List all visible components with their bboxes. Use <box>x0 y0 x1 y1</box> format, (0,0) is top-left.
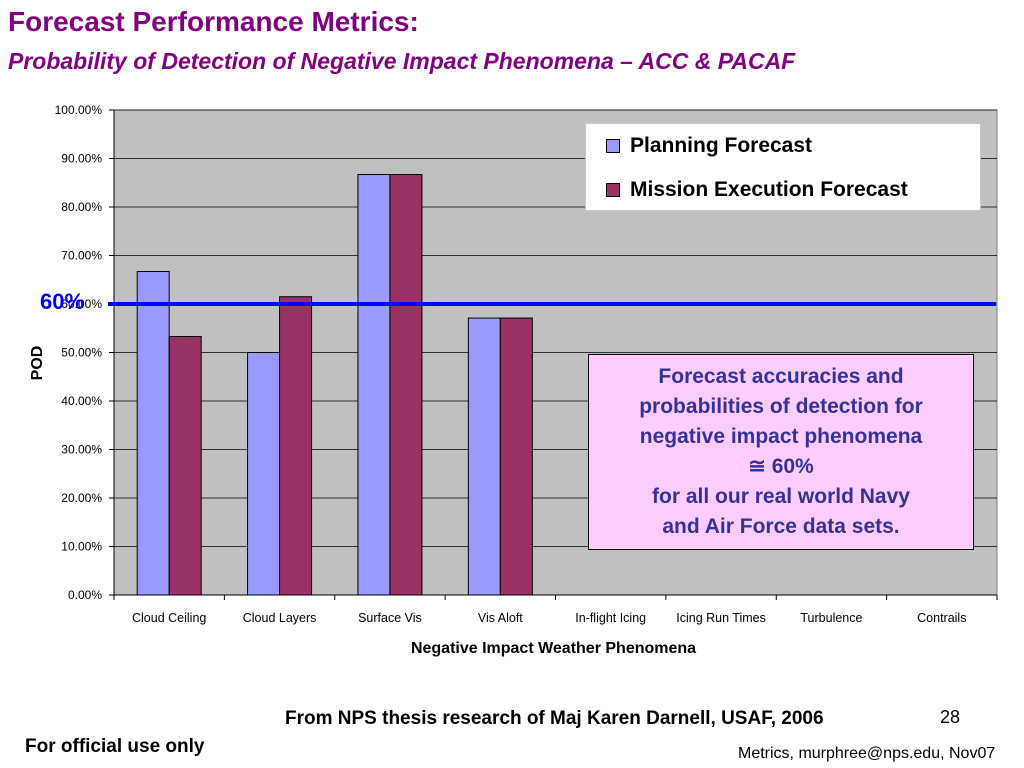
bar-planning <box>357 174 391 596</box>
y-tick-label: 40.00% <box>61 394 102 408</box>
x-tick-label: Surface Vis <box>358 611 422 625</box>
x-tick-label: Cloud Layers <box>243 611 317 625</box>
legend-label-planning: Planning Forecast <box>630 134 813 157</box>
callout-line: ≅ 60% <box>748 455 814 478</box>
callout-line: Forecast accuracies and <box>658 365 904 388</box>
bar-mission <box>279 296 313 596</box>
callout-line: negative impact phenomena <box>639 425 923 448</box>
source-citation: From NPS thesis research of Maj Karen Da… <box>285 708 824 729</box>
y-axis-title: POD <box>29 346 46 381</box>
bar-mission <box>168 335 202 596</box>
footer-contact: Metrics, murphree@nps.edu, Nov07 <box>738 745 996 762</box>
y-tick-label: 30.00% <box>61 443 102 457</box>
y-tick-label: 80.00% <box>61 200 102 214</box>
y-tick-label: 70.00% <box>61 249 102 263</box>
chart-legend: Planning Forecast Mission Execution Fore… <box>585 123 981 211</box>
page-number: 28 <box>940 707 961 727</box>
y-tick-label: 20.00% <box>61 491 102 505</box>
x-tick-label: Turbulence <box>800 611 862 625</box>
y-tick-label: 0.00% <box>68 588 102 602</box>
disclaimer: For official use only <box>25 736 205 757</box>
x-axis-title: Negative Impact Weather Phenomena <box>411 640 696 657</box>
callout-line: for all our real world Navy <box>652 485 910 508</box>
x-tick-label: In-flight Icing <box>575 611 646 625</box>
reference-line-label: 60% <box>40 289 85 314</box>
bar-planning <box>247 352 281 596</box>
bar-mission <box>389 174 423 596</box>
x-tick-label: Icing Run Times <box>676 611 766 625</box>
y-tick-label: 90.00% <box>61 152 102 166</box>
x-tick-label: Vis Aloft <box>478 611 523 625</box>
bar-planning <box>136 271 170 596</box>
slide-title: Forecast Performance Metrics: <box>8 6 419 37</box>
y-tick-label: 10.00% <box>61 540 102 554</box>
bar-mission <box>499 317 533 596</box>
legend-swatch-planning <box>606 139 620 153</box>
legend-label-mission: Mission Execution Forecast <box>630 178 908 201</box>
x-tick-label: Contrails <box>917 611 966 625</box>
y-tick-label: 100.00% <box>55 103 103 117</box>
callout-line: probabilities of detection for <box>639 395 923 418</box>
legend-swatch-mission <box>606 183 620 197</box>
bar-planning <box>467 317 501 596</box>
slide-subtitle: Probability of Detection of Negative Imp… <box>8 48 796 74</box>
x-tick-label: Cloud Ceiling <box>132 611 206 625</box>
callout-line: and Air Force data sets. <box>662 515 900 538</box>
callout-box: Forecast accuracies and probabilities of… <box>588 354 974 550</box>
legend-item-planning: Planning Forecast <box>606 134 812 158</box>
y-tick-label: 50.00% <box>61 346 102 360</box>
y-tick-label: 60.00% <box>61 297 102 311</box>
legend-item-mission: Mission Execution Forecast <box>606 178 908 202</box>
